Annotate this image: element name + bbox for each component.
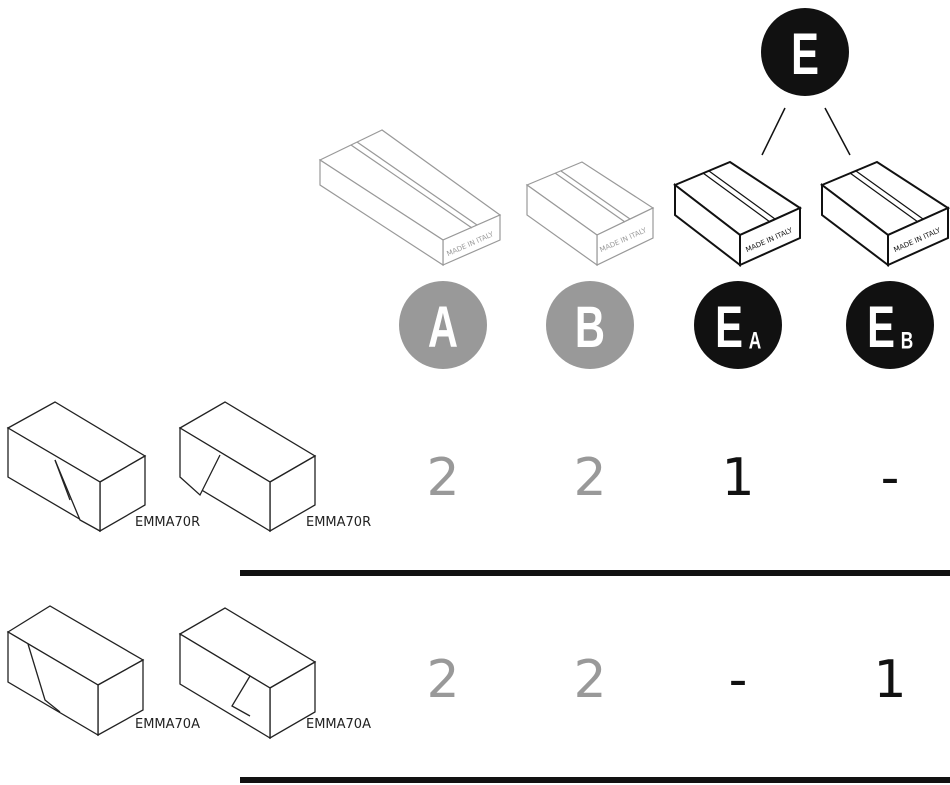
box-letter: E	[715, 294, 743, 359]
parent-letter: E	[791, 21, 819, 86]
furniture	[6, 605, 145, 737]
box-letter: A	[428, 294, 458, 359]
count: -	[729, 650, 748, 710]
count: 2	[426, 650, 459, 710]
count: 2	[573, 448, 606, 508]
parent-badge	[761, 8, 849, 96]
item-code: EMMA70R	[135, 515, 200, 530]
count: 1	[721, 448, 754, 508]
count: 1	[873, 650, 906, 710]
branch-line	[824, 107, 851, 156]
box-badge	[546, 281, 634, 369]
box-eb: MADE IN ITALY	[820, 160, 950, 268]
box-sub-letter: B	[901, 328, 913, 354]
box-sub-letter: A	[749, 328, 761, 354]
box-letter: E	[867, 294, 895, 359]
box-b: MADE IN ITALY	[525, 161, 655, 267]
furniture	[178, 607, 317, 740]
box-badge	[846, 281, 934, 369]
item-code: EMMA70A	[306, 717, 371, 732]
branch-line	[761, 107, 786, 156]
box-badge	[694, 281, 782, 369]
box-ea: MADE IN ITALY	[673, 160, 803, 268]
furniture	[178, 401, 317, 533]
box-badge	[399, 281, 487, 369]
count: -	[881, 448, 900, 508]
item-code: EMMA70A	[135, 717, 200, 732]
count: 2	[426, 448, 459, 508]
furniture	[6, 401, 147, 533]
count: 2	[573, 650, 606, 710]
item-code: EMMA70R	[306, 515, 371, 530]
box-letter: B	[575, 294, 605, 359]
box-a: MADE IN ITALY	[318, 129, 502, 267]
